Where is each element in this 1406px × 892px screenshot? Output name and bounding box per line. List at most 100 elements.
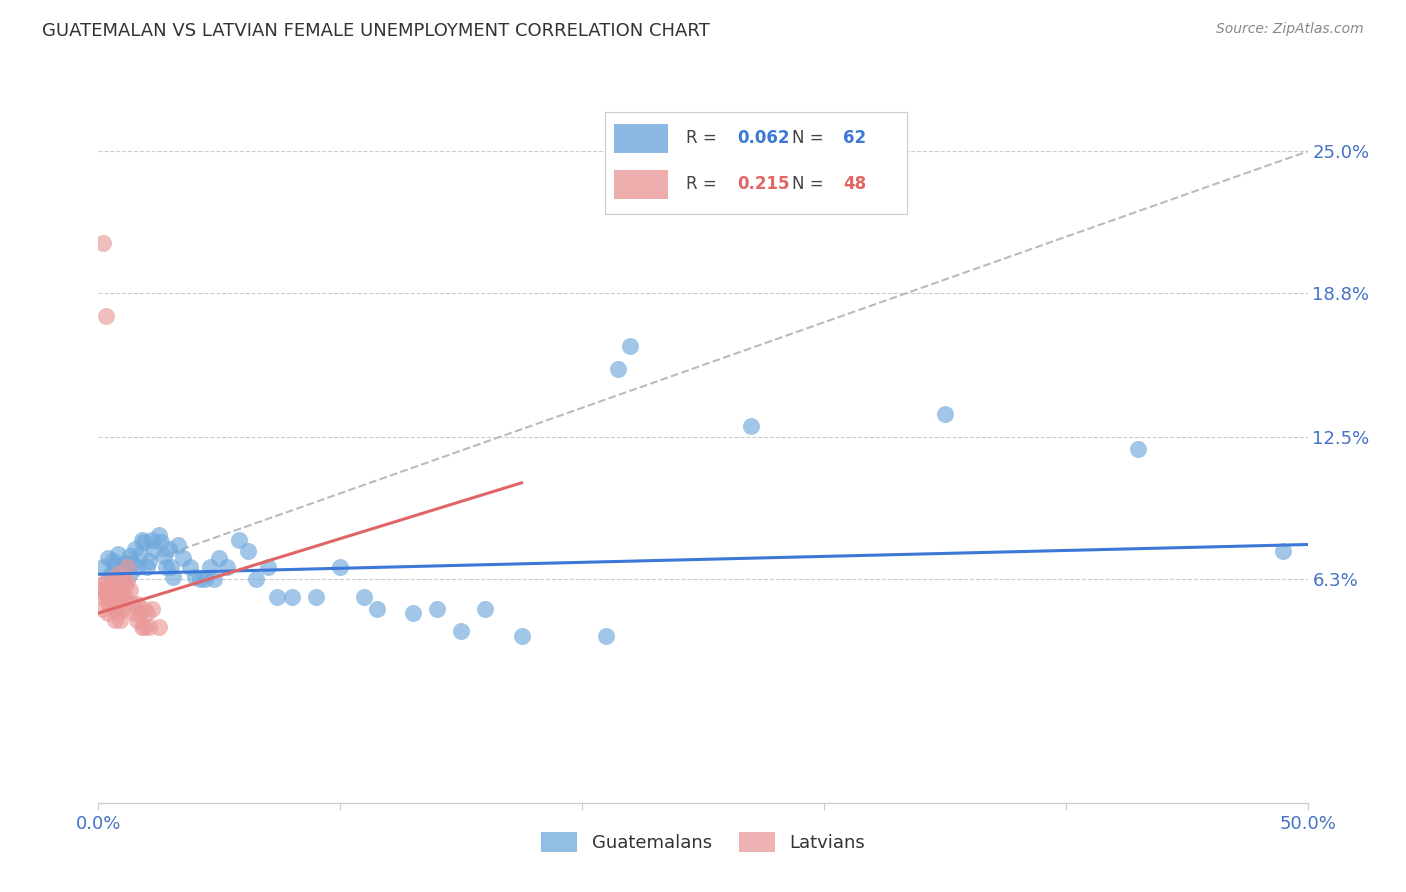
Point	[934, 407, 956, 421]
Point	[194, 572, 217, 586]
Point	[127, 560, 149, 574]
Point	[148, 528, 170, 542]
Point	[101, 572, 124, 586]
Point	[619, 338, 641, 352]
Point	[245, 572, 267, 586]
Point	[114, 579, 136, 593]
Point	[184, 569, 207, 583]
Point	[117, 574, 139, 588]
Point	[108, 597, 131, 611]
Point	[281, 590, 304, 604]
Point	[108, 613, 131, 627]
Point	[366, 601, 388, 615]
Text: 62: 62	[844, 129, 866, 147]
Point	[450, 624, 472, 639]
Point	[510, 629, 533, 643]
Point	[94, 585, 117, 599]
Point	[134, 601, 156, 615]
Point	[124, 542, 146, 557]
Point	[160, 560, 183, 574]
Point	[128, 606, 150, 620]
Point	[91, 560, 114, 574]
Point	[128, 547, 150, 561]
Text: R =: R =	[686, 176, 723, 194]
Point	[215, 560, 238, 574]
Point	[131, 620, 153, 634]
Point	[138, 620, 160, 634]
Text: GUATEMALAN VS LATVIAN FEMALE UNEMPLOYMENT CORRELATION CHART: GUATEMALAN VS LATVIAN FEMALE UNEMPLOYMEN…	[42, 22, 710, 40]
Point	[100, 579, 122, 593]
Point	[740, 418, 762, 433]
Point	[141, 533, 163, 547]
Point	[111, 569, 134, 583]
Point	[104, 590, 127, 604]
Point	[1272, 544, 1295, 558]
Point	[208, 551, 231, 566]
Point	[198, 560, 221, 574]
Point	[107, 547, 129, 561]
Point	[91, 235, 114, 250]
Point	[179, 560, 201, 574]
Point	[100, 583, 122, 598]
Point	[108, 563, 131, 577]
Point	[104, 613, 127, 627]
Point	[111, 565, 134, 579]
Point	[127, 597, 149, 611]
Point	[141, 601, 163, 615]
Point	[107, 583, 129, 598]
Point	[111, 590, 134, 604]
Point	[108, 583, 131, 598]
Point	[94, 309, 117, 323]
Point	[121, 597, 143, 611]
Point	[148, 620, 170, 634]
Point	[1128, 442, 1150, 456]
Point	[238, 544, 260, 558]
Point	[256, 560, 278, 574]
Point	[329, 560, 352, 574]
Point	[188, 572, 211, 586]
Point	[101, 597, 124, 611]
Point	[104, 579, 127, 593]
Point	[97, 606, 120, 620]
Point	[135, 606, 157, 620]
Bar	[613, 124, 668, 153]
Point	[305, 590, 328, 604]
Point	[138, 553, 160, 567]
Point	[107, 590, 129, 604]
Point	[100, 590, 122, 604]
Point	[127, 613, 149, 627]
Point	[402, 606, 425, 620]
Point	[104, 558, 127, 573]
Point	[167, 537, 190, 551]
Point	[607, 361, 630, 376]
Point	[118, 567, 141, 582]
Point	[90, 583, 112, 598]
Point	[117, 560, 139, 574]
Point	[97, 594, 120, 608]
Point	[228, 533, 250, 547]
Text: N =: N =	[792, 129, 830, 147]
Text: Source: ZipAtlas.com: Source: ZipAtlas.com	[1216, 22, 1364, 37]
Point	[121, 556, 143, 570]
Point	[204, 572, 226, 586]
Point	[118, 549, 141, 563]
Point	[91, 601, 114, 615]
Point	[266, 590, 288, 604]
Text: 48: 48	[844, 176, 866, 194]
Point	[100, 567, 122, 582]
Point	[134, 620, 156, 634]
Text: 0.215: 0.215	[738, 176, 790, 194]
Point	[134, 535, 156, 549]
Point	[111, 601, 134, 615]
Point	[353, 590, 375, 604]
Point	[107, 606, 129, 620]
Point	[150, 535, 173, 549]
Point	[135, 560, 157, 574]
Point	[162, 569, 184, 583]
Point	[426, 601, 449, 615]
Legend: Guatemalans, Latvians: Guatemalans, Latvians	[534, 824, 872, 860]
Point	[143, 542, 166, 557]
Point	[91, 579, 114, 593]
Text: N =: N =	[792, 176, 830, 194]
Text: 0.062: 0.062	[738, 129, 790, 147]
